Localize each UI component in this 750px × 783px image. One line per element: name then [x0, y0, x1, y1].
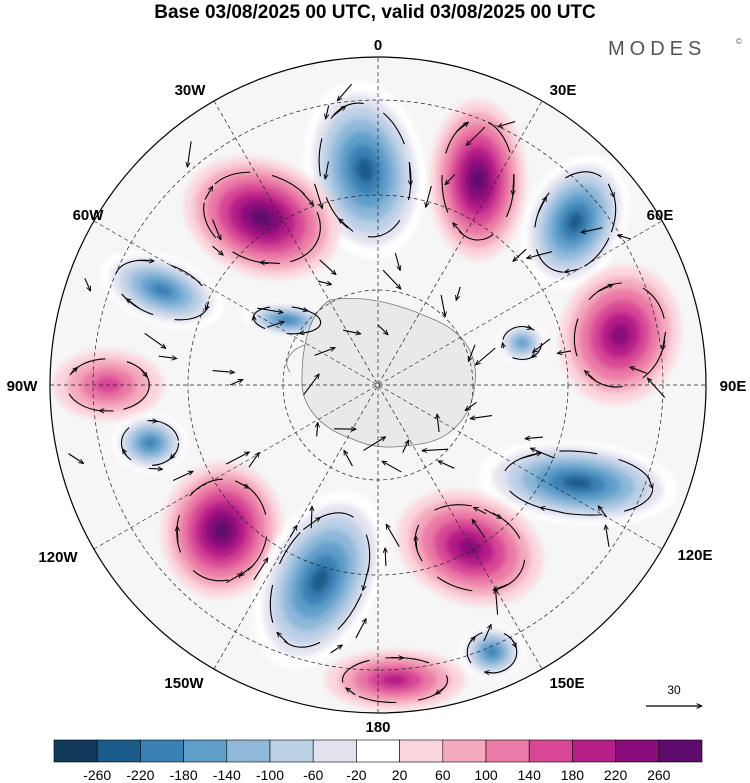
colorbar: -260 -220 -180 -140 -100 -60 -20 20 60 100 140 180 2…	[54, 740, 702, 783]
colorbar-tick-label: -100	[256, 767, 284, 783]
flow-arrow	[149, 468, 163, 469]
colorbar-tick-label: 100	[474, 767, 498, 783]
colorbar-swatch	[616, 740, 659, 762]
longitude-label-150w: 150W	[164, 675, 204, 692]
colorbar-tick-label: -180	[170, 767, 198, 783]
colorbar-tick-label: 220	[604, 767, 628, 783]
longitude-label-0: 0	[374, 37, 382, 54]
longitude-label-120w: 120W	[38, 549, 78, 566]
colorbar-tick-label: -20	[346, 767, 366, 783]
colorbar-swatch	[184, 740, 227, 762]
reference-vector: 30	[646, 683, 702, 706]
longitude-label-150e: 150E	[549, 675, 584, 692]
colorbar-swatch	[54, 740, 97, 762]
colorbar-swatch	[529, 740, 572, 762]
longitude-label-60w: 60W	[73, 207, 105, 224]
streamline-arrow	[147, 421, 157, 422]
chart-title: Base 03/08/2025 00 UTC, valid 03/08/2025…	[154, 2, 596, 23]
map-figure: Base 03/08/2025 00 UTC, valid 03/08/2025…	[0, 0, 750, 783]
anomaly-contour	[144, 438, 157, 448]
colorbar-tick-label: -260	[83, 767, 111, 783]
anomaly-contour	[487, 647, 498, 656]
colorbar-tick-label: 260	[647, 767, 671, 783]
anomaly-contour	[471, 169, 485, 192]
anomaly-low-east-small	[496, 321, 548, 365]
anomaly-low-far-west	[112, 413, 188, 473]
colorbar-tick-label: 140	[518, 767, 542, 783]
colorbar-swatch	[270, 740, 313, 762]
longitude-label-120e: 120E	[677, 547, 712, 564]
brand-mark: ©	[736, 37, 742, 46]
colorbar-swatch	[486, 740, 529, 762]
longitude-label-60e: 60E	[647, 207, 674, 224]
colorbar-tick-label: 180	[561, 767, 585, 783]
colorbar-swatch	[140, 740, 183, 762]
anomaly-contour	[381, 674, 409, 686]
colorbar-swatch	[227, 740, 270, 762]
colorbar-tick-label: -220	[126, 767, 154, 783]
longitude-label-90w: 90W	[7, 378, 39, 395]
anomaly-low-far-southeast	[459, 624, 525, 680]
anomaly-high-north-east	[430, 100, 526, 260]
colorbar-tick-label: -60	[303, 767, 323, 783]
brand-logo: MODES	[608, 38, 706, 60]
anomaly-contour	[517, 339, 527, 348]
streamline-arrow	[253, 316, 254, 321]
colorbar-tick-label: 60	[435, 767, 451, 783]
colorbar-swatch	[97, 740, 140, 762]
longitude-label-30w: 30W	[175, 82, 207, 99]
colorbar-swatch	[443, 740, 486, 762]
colorbar-swatch	[659, 740, 702, 762]
colorbar-swatch	[313, 740, 356, 762]
anomaly-high-south-rim	[325, 650, 465, 710]
longitude-label-30e: 30E	[550, 82, 577, 99]
map-disk	[40, 50, 720, 730]
longitude-label-180: 180	[365, 719, 390, 736]
colorbar-swatch	[356, 740, 399, 762]
longitude-label-90e: 90E	[720, 378, 747, 395]
colorbar-tick-label: -140	[213, 767, 241, 783]
colorbar-tick-label: 20	[392, 767, 408, 783]
colorbar-swatch	[572, 740, 615, 762]
reference-vector-label: 30	[667, 683, 681, 697]
colorbar-swatch	[400, 740, 443, 762]
flow-arrow	[385, 548, 386, 566]
